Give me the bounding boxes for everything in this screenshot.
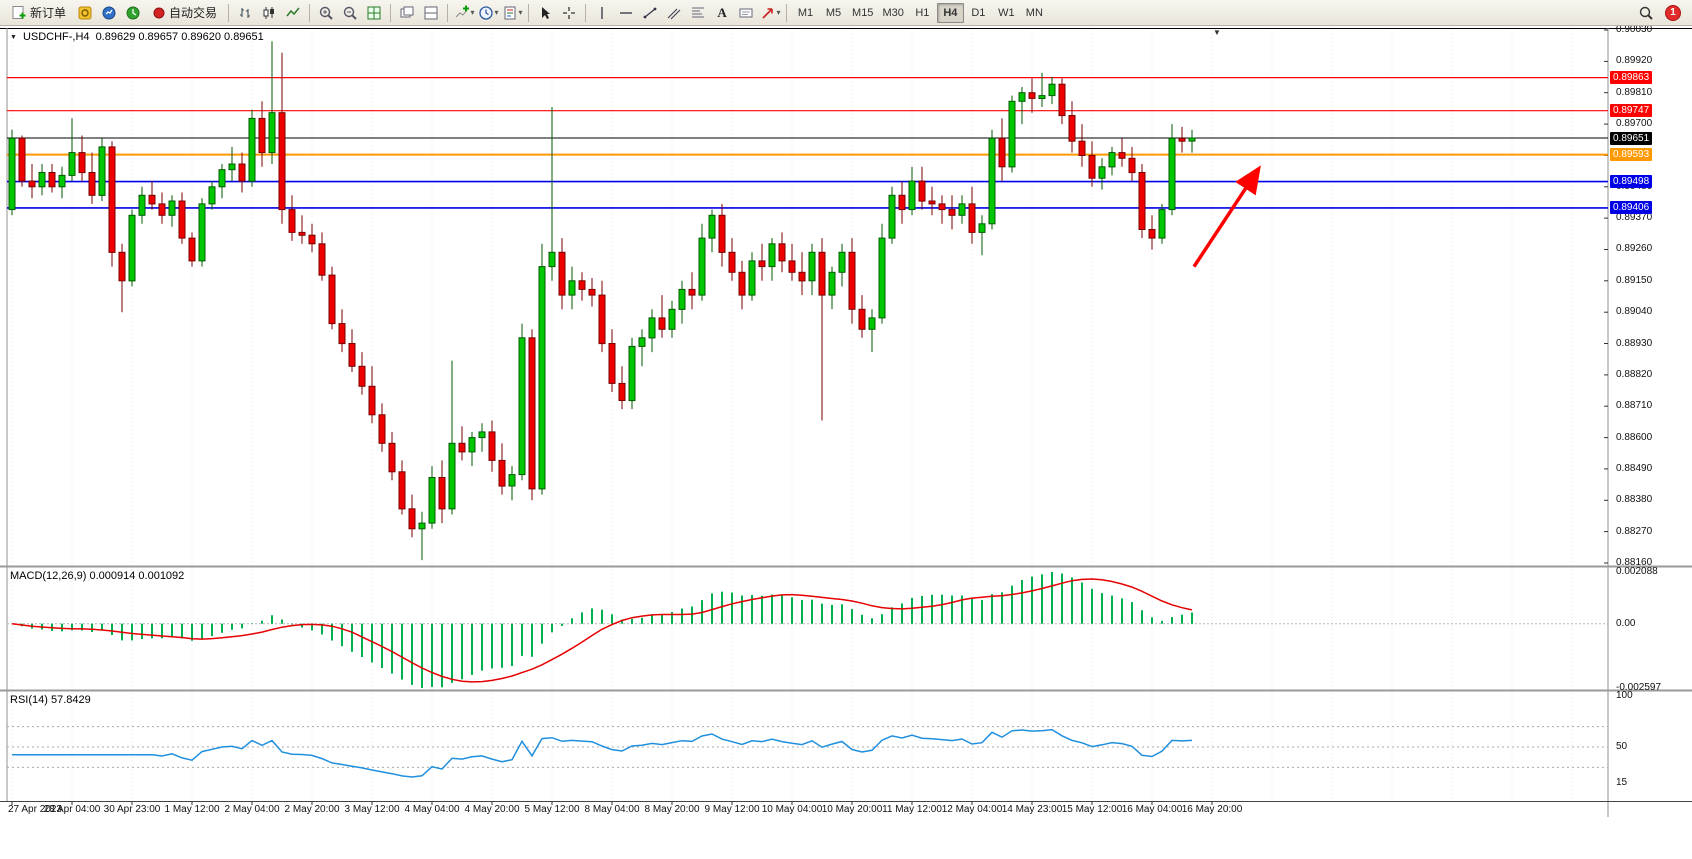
toolbar-separator [447,3,449,22]
chevron-down-icon: ▾ [494,8,499,17]
timeframe-button-M5[interactable]: M5 [825,6,842,19]
timeframe-button-H4[interactable]: H4 [936,2,964,23]
toolbar-right-cluster: 1 [1635,2,1687,24]
chevron-down-icon: ▾ [470,8,475,17]
arrows-icon [760,5,776,21]
metaeditor-icon [77,5,93,21]
crosshair-tool-button[interactable] [558,2,580,24]
horizontal-line-icon [618,5,634,21]
navigator-icon [125,5,141,21]
search-icon [1638,5,1654,21]
tile-windows-button[interactable] [363,2,385,24]
timeframe-button-M1[interactable]: M1 [797,6,814,19]
market-watch-button[interactable] [98,2,120,24]
periods-button[interactable]: ▾ [477,2,499,24]
chart-shift-marker[interactable]: ▼ [1213,28,1221,37]
fibonacci-tool-button[interactable] [687,2,709,24]
timeframe-group: M1 M5 M15 M30 H1 H4 D1 W1 MN [792,2,1048,23]
templates-icon [502,5,518,21]
text-tool-button[interactable]: A [711,2,733,24]
zoom-out-button[interactable] [339,2,361,24]
tile-horizontal-icon [423,5,439,21]
toolbar-separator [228,3,230,22]
horizontal-line-tool-button[interactable] [615,2,637,24]
zoom-in-button[interactable] [315,2,337,24]
toolbar-separator [786,3,788,22]
bar-chart-icon [237,5,253,21]
channel-tool-button[interactable] [663,2,685,24]
timeframe-button-MN[interactable]: MN [1025,6,1043,19]
new-order-label: 新订单 [30,6,67,20]
text-label-icon [738,5,754,21]
search-button[interactable] [1635,2,1657,24]
cascade-windows-icon [399,5,415,21]
toolbar-separator [528,3,530,22]
trendline-tool-button[interactable] [639,2,661,24]
tile-horizontal-button[interactable] [420,2,442,24]
candlestick-chart-button[interactable] [258,2,280,24]
fibonacci-icon [690,5,706,21]
cascade-windows-button[interactable] [396,2,418,24]
tile-windows-icon [366,5,382,21]
cursor-tool-button[interactable] [534,2,556,24]
periods-icon [478,5,494,21]
metaeditor-button[interactable] [74,2,96,24]
auto-trading-label: 自动交易 [169,6,218,20]
vertical-line-icon [594,5,610,21]
notification-badge[interactable]: 1 [1665,4,1681,21]
cursor-icon [537,5,553,21]
crosshair-icon [561,5,577,21]
arrows-tool-button[interactable]: ▾ [759,2,781,24]
timeframe-button-H1[interactable]: H1 [915,6,930,19]
toolbar: 新订单 自动交易 ▾ ▾ ▾ [0,0,1692,26]
autotrading-icon [152,6,166,20]
chevron-down-icon: ▾ [776,8,781,17]
new-order-icon [11,5,27,21]
channel-icon [666,5,682,21]
timeframe-button-D1[interactable]: D1 [971,6,986,19]
indicators-button[interactable]: ▾ [453,2,475,24]
toolbar-separator [390,3,392,22]
timeframe-button-M30[interactable]: M30 [882,6,904,19]
timeframe-button-M15[interactable]: M15 [852,6,874,19]
bar-chart-button[interactable] [234,2,256,24]
auto-trading-button[interactable]: 自动交易 [146,2,223,24]
vertical-line-tool-button[interactable] [591,2,613,24]
indicators-icon [454,5,470,21]
navigator-button[interactable] [122,2,144,24]
zoom-in-icon [318,5,334,21]
text-icon: A [717,5,727,20]
chevron-down-icon: ▾ [518,8,523,17]
toolbar-separator [585,3,587,22]
market-watch-icon [101,5,117,21]
trendline-icon [642,5,658,21]
timeframe-button-W1[interactable]: W1 [998,6,1015,19]
candlestick-chart-icon [261,5,277,21]
templates-button[interactable]: ▾ [501,2,523,24]
zoom-out-icon [342,5,358,21]
chart-canvas[interactable] [0,26,1692,859]
line-chart-button[interactable] [282,2,304,24]
text-label-tool-button[interactable] [735,2,757,24]
new-order-button[interactable]: 新订单 [5,2,72,24]
toolbar-separator [309,3,311,22]
line-chart-icon [285,5,301,21]
